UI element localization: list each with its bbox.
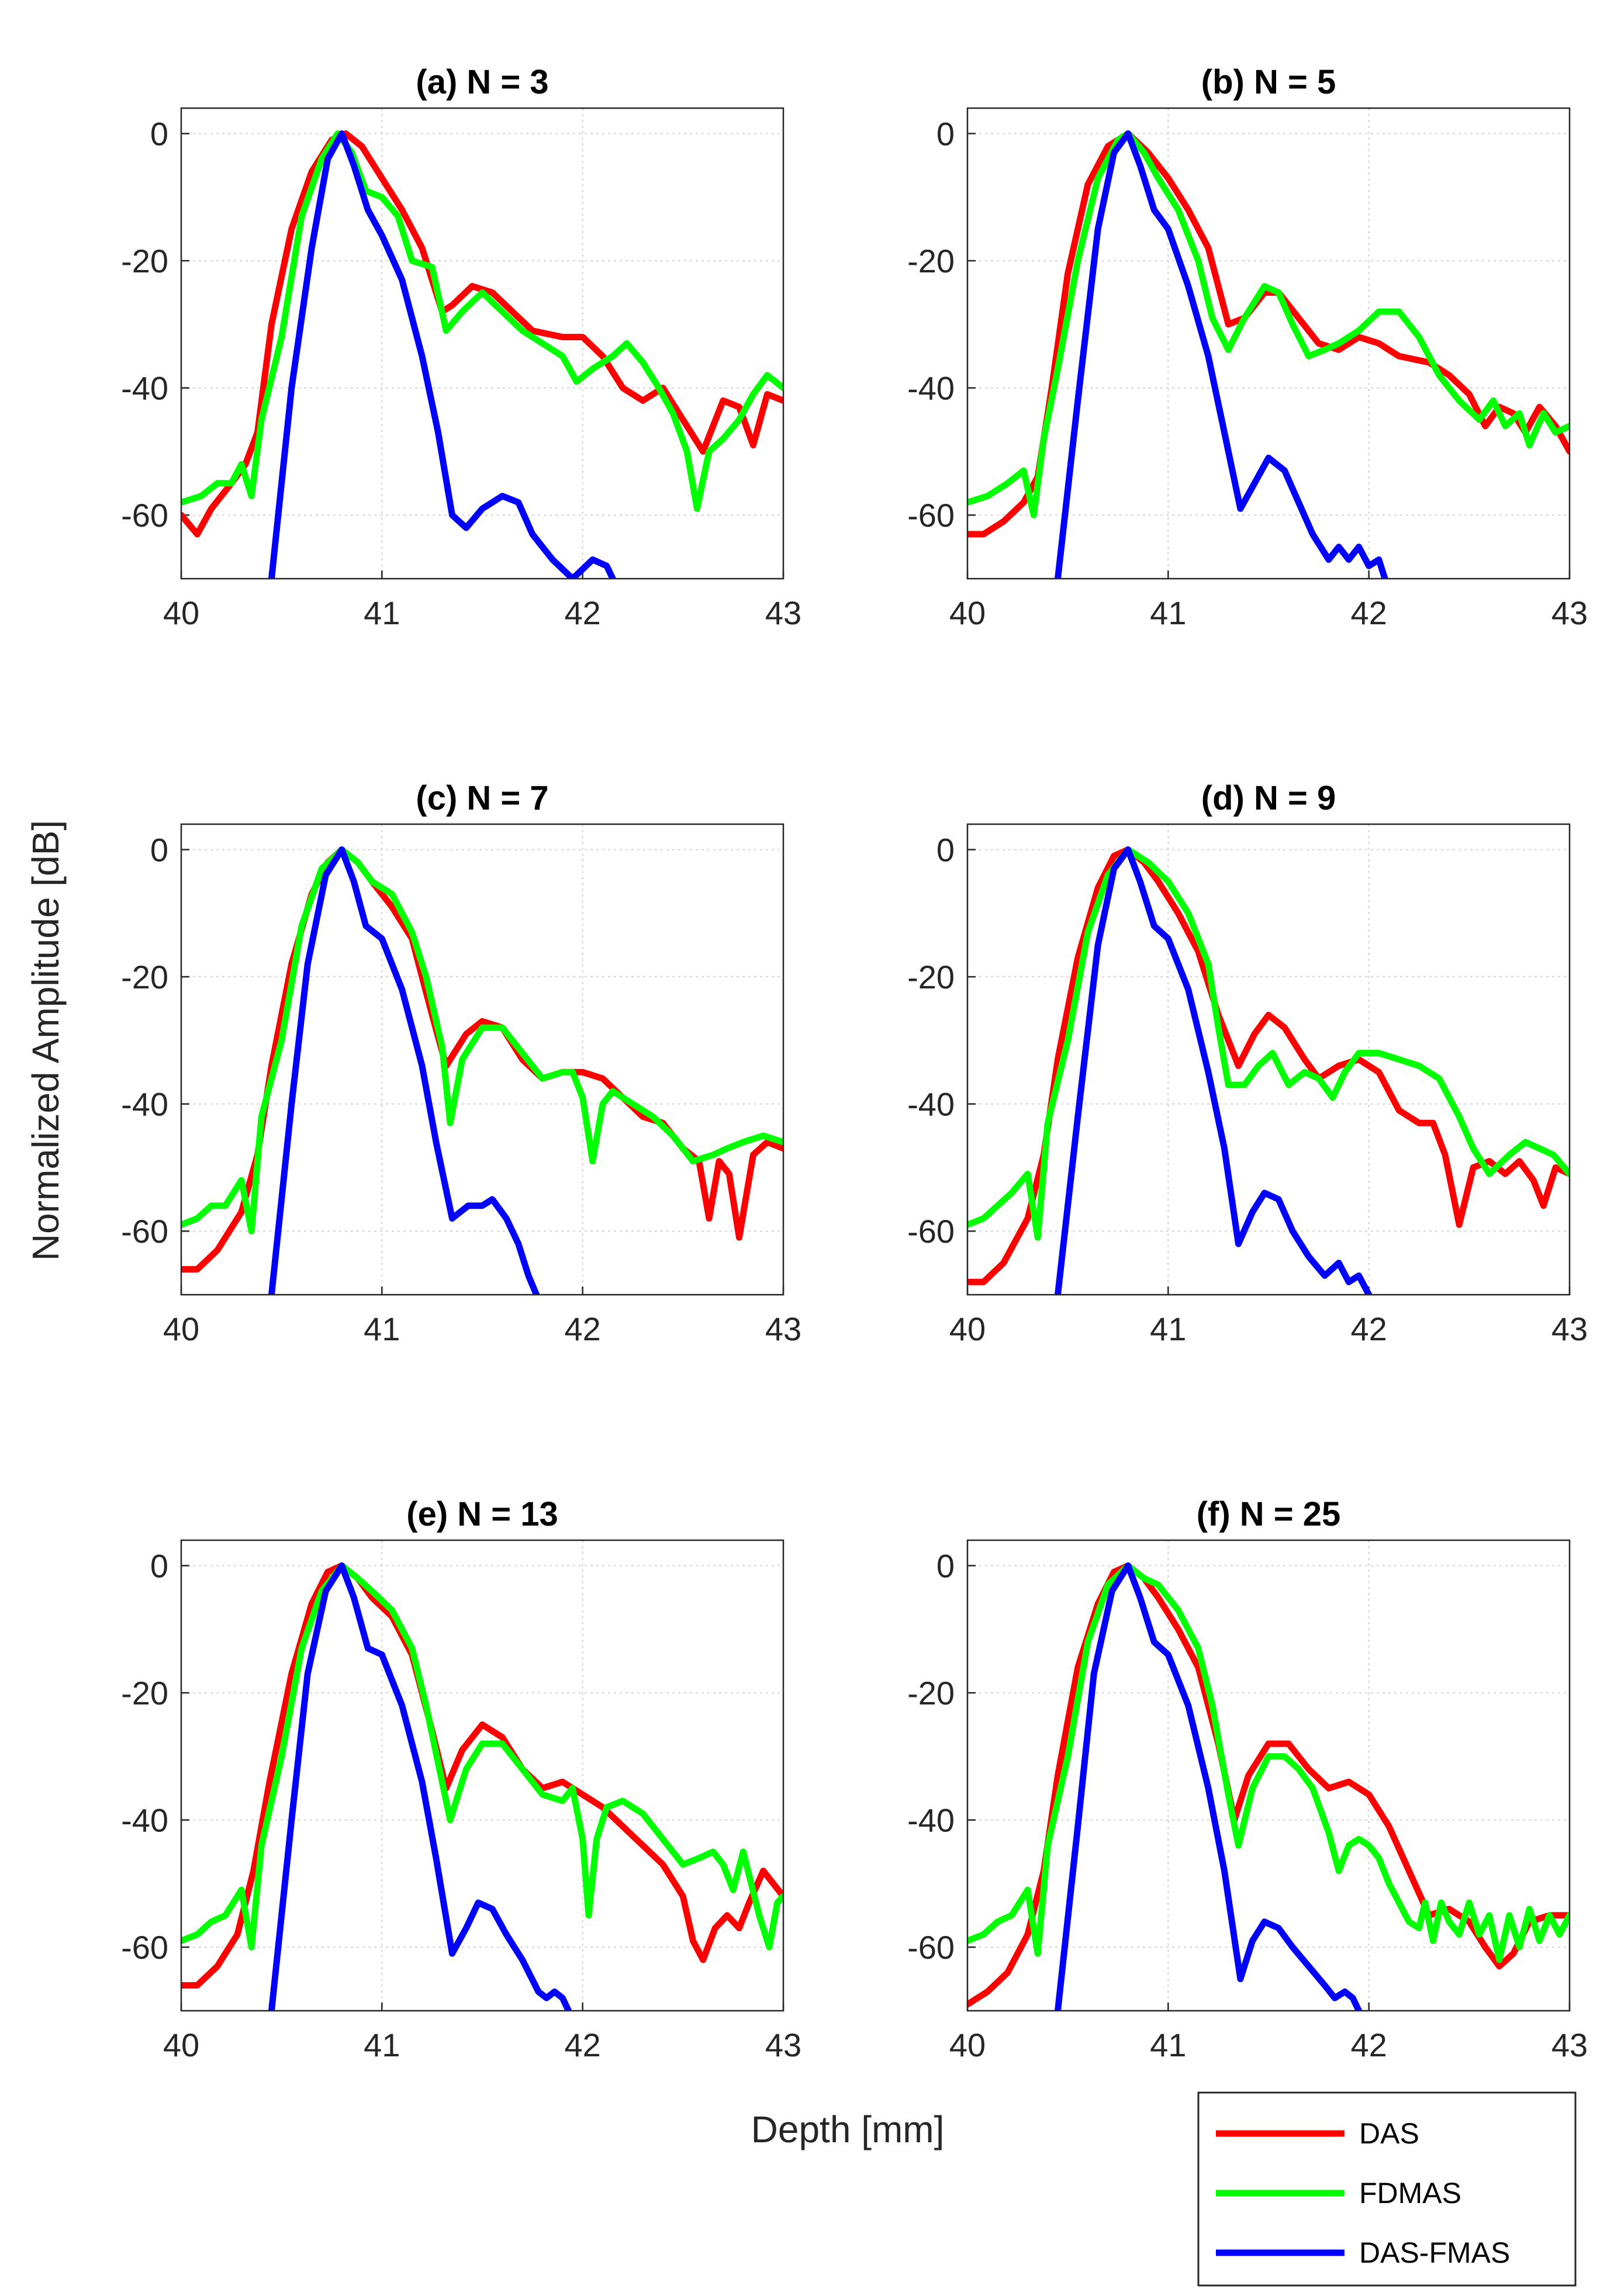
series-line-das-fmas <box>268 130 616 579</box>
panel-4: 40 41 42 43 0 -20 -40 -60 (e) N = 13 <box>121 1495 801 2063</box>
series-line-fdmas <box>967 1562 1570 1963</box>
y-tick-label: 0 <box>150 1548 168 1585</box>
x-tick-label: 42 <box>1351 1310 1387 1347</box>
panel-1: 40 41 42 43 0 -20 -40 -60 (b) N = 5 <box>907 63 1588 631</box>
y-tick-label: -40 <box>907 1802 955 1839</box>
y-tick-label: -60 <box>121 1213 168 1250</box>
y-tick-label: -40 <box>121 370 168 407</box>
series-line-das <box>181 130 783 538</box>
x-tick-label: 40 <box>163 594 199 631</box>
panel-0: 40 41 42 43 0 -20 -40 -60 (a) N = 3 <box>121 63 801 631</box>
series-line-das-fmas <box>1055 846 1373 1295</box>
x-tick-label: 42 <box>1351 594 1387 631</box>
y-tick-label: -20 <box>907 243 955 279</box>
y-tick-label: -20 <box>907 959 955 995</box>
x-tick-label: 41 <box>1150 594 1186 631</box>
series-line-das <box>181 1562 783 1989</box>
x-tick-label: 42 <box>565 1310 601 1347</box>
y-tick-label: 0 <box>936 1548 955 1585</box>
panel-title: (f) N = 25 <box>1197 1495 1341 1533</box>
axes-box <box>966 823 1571 1296</box>
y-tick-label: -20 <box>121 959 168 995</box>
panel-title: (c) N = 7 <box>416 779 548 817</box>
x-tick-label: 43 <box>765 2027 801 2063</box>
x-tick-label: 40 <box>949 1310 986 1347</box>
legend-label-das-fmas: DAS-FMAS <box>1359 2236 1510 2269</box>
legend-label-fdmas: FDMAS <box>1359 2177 1461 2209</box>
y-tick-label: -60 <box>907 1929 955 1966</box>
y-tick-label: -60 <box>907 497 955 534</box>
axes-box <box>180 107 784 580</box>
panels: 40 41 42 43 0 -20 -40 -60 (a) N = 3 40 41 42 43 0 -20 -… <box>121 63 1588 2063</box>
x-tick-label: 42 <box>565 594 601 631</box>
y-tick-label: 0 <box>150 116 168 153</box>
x-tick-label: 43 <box>765 594 801 631</box>
series-line-fdmas <box>181 1562 783 1951</box>
legend-label-das: DAS <box>1359 2117 1419 2150</box>
x-tick-label: 41 <box>1150 2027 1186 2063</box>
x-tick-label: 43 <box>1551 2027 1588 2063</box>
axes-box <box>966 1539 1571 2012</box>
y-tick-label: -40 <box>907 370 955 407</box>
y-tick-label: -20 <box>907 1675 955 1711</box>
y-tick-label: -20 <box>121 243 168 279</box>
x-tick-label: 43 <box>1551 1310 1588 1347</box>
x-tick-label: 40 <box>949 2027 986 2063</box>
series-line-das-fmas <box>268 846 540 1295</box>
panel-3: 40 41 42 43 0 -20 -40 -60 (d) N = 9 <box>907 779 1588 1347</box>
x-axis-label: Depth [mm] <box>751 2108 945 2150</box>
axes-box <box>180 823 784 1296</box>
panel-5: 40 41 42 43 0 -20 -40 -60 (f) N = 25 <box>907 1495 1588 2063</box>
y-tick-label: -40 <box>121 1086 168 1123</box>
x-tick-label: 43 <box>765 1310 801 1347</box>
panel-title: (d) N = 9 <box>1201 779 1336 817</box>
series-line-fdmas <box>181 846 783 1235</box>
x-tick-label: 40 <box>949 594 986 631</box>
x-tick-label: 41 <box>364 2027 400 2063</box>
x-tick-label: 42 <box>1351 2027 1387 2063</box>
y-tick-label: -20 <box>121 1675 168 1711</box>
y-tick-label: 0 <box>150 832 168 869</box>
axes-box <box>180 1539 784 2012</box>
y-tick-label: -60 <box>121 1929 168 1966</box>
series-line-fdmas <box>967 130 1570 518</box>
x-tick-label: 41 <box>1150 1310 1186 1347</box>
y-tick-label: 0 <box>936 116 955 153</box>
panel-title: (a) N = 3 <box>416 63 548 101</box>
y-tick-label: 0 <box>936 832 955 869</box>
panel-title: (b) N = 5 <box>1201 63 1336 101</box>
series-line-das-fmas <box>1055 130 1388 579</box>
x-tick-label: 43 <box>1551 594 1588 631</box>
panel-title: (e) N = 13 <box>406 1495 558 1533</box>
y-tick-label: -40 <box>907 1086 955 1123</box>
x-tick-label: 42 <box>565 2027 601 2063</box>
x-tick-label: 41 <box>364 1310 400 1347</box>
series-line-fdmas <box>181 130 783 512</box>
x-tick-label: 40 <box>163 1310 199 1347</box>
legend: DAS FDMAS DAS-FMAS <box>1197 2091 1577 2287</box>
panel-2: 40 41 42 43 0 -20 -40 -60 (c) N = 7 <box>121 779 801 1347</box>
y-tick-label: -60 <box>121 497 168 534</box>
y-tick-label: -60 <box>907 1213 955 1250</box>
x-tick-label: 41 <box>364 594 400 631</box>
x-tick-label: 40 <box>163 2027 199 2063</box>
series-line-das-fmas <box>268 1562 572 2011</box>
series-line-das <box>967 846 1570 1285</box>
series-line-fdmas <box>967 846 1570 1241</box>
y-axis-label: Normalized Amplitude [dB] <box>25 820 67 1261</box>
y-tick-label: -40 <box>121 1802 168 1839</box>
series-line-das-fmas <box>1055 1562 1362 2011</box>
axes-box <box>966 107 1571 580</box>
